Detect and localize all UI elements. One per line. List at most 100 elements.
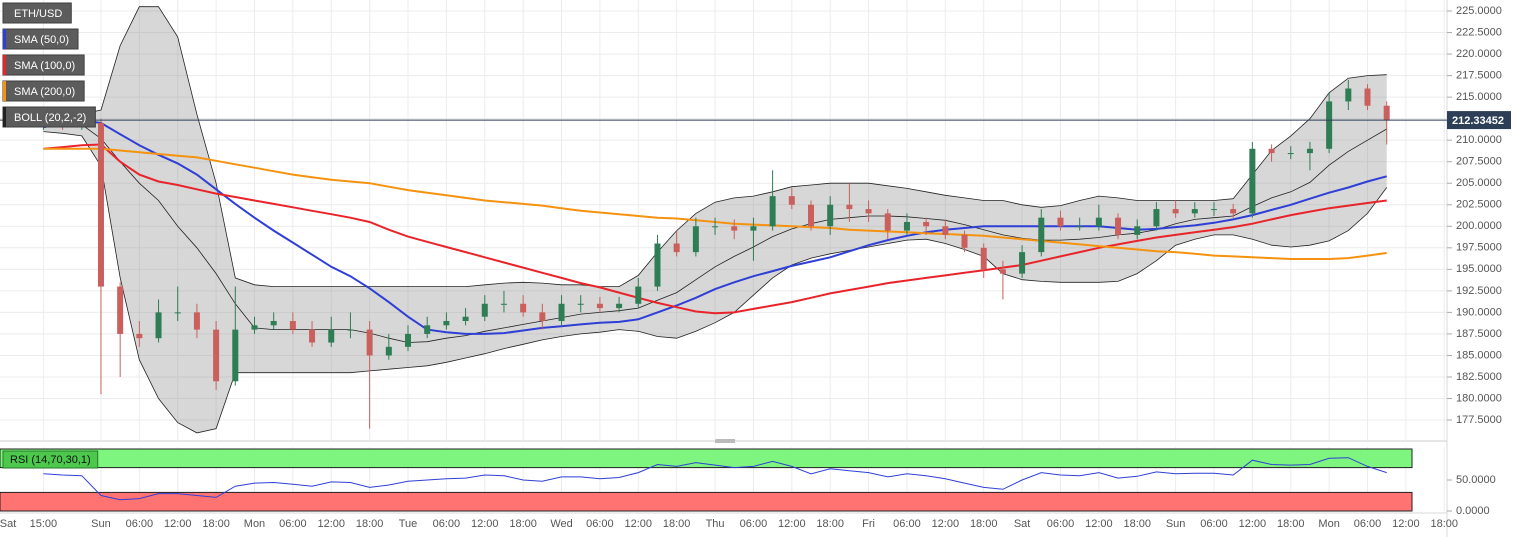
candle-body xyxy=(846,204,853,210)
candle-body xyxy=(673,243,680,253)
candle-body xyxy=(1364,88,1371,106)
candle-body xyxy=(1076,226,1083,228)
candle-body xyxy=(1383,105,1390,121)
candle-body xyxy=(481,303,488,317)
x-tick-label: 06:00 xyxy=(1354,518,1382,530)
candle-body xyxy=(1019,252,1026,274)
overbought-band xyxy=(0,448,1413,469)
x-tick-label: 12:00 xyxy=(625,518,653,530)
x-tick-label: 18:00 xyxy=(202,518,230,530)
legend-label: BOLL (20,2,-2) xyxy=(14,112,86,124)
candle-body xyxy=(1345,88,1352,102)
candle-body xyxy=(884,213,891,231)
candle-body xyxy=(903,221,910,231)
legend-swatch xyxy=(3,107,6,127)
candle-body xyxy=(692,226,699,253)
candle-body xyxy=(309,329,316,343)
legend-swatch xyxy=(3,81,6,101)
candle-body xyxy=(865,209,872,214)
y-tick-label: 180.0000 xyxy=(1456,392,1502,404)
candle-body xyxy=(999,269,1006,274)
candle-body xyxy=(808,204,814,227)
legend-label: SMA (50,0) xyxy=(14,34,69,46)
rsi-line xyxy=(43,457,1387,501)
candle-body xyxy=(1210,209,1217,211)
y-tick-label: 225.0000 xyxy=(1456,5,1502,17)
x-tick-label: 12:00 xyxy=(164,518,192,530)
legend-label: SMA (100,0) xyxy=(14,60,75,72)
candle-body xyxy=(788,196,795,205)
x-tick-label: Sun xyxy=(91,518,111,530)
x-tick-label: 18:00 xyxy=(663,518,691,530)
x-tick-label: 12:00 xyxy=(1085,518,1113,530)
x-tick-label: Sun xyxy=(1166,518,1186,530)
y-tick-label: 192.5000 xyxy=(1456,285,1502,297)
y-tick-label: 185.0000 xyxy=(1456,349,1502,361)
x-tick-label: 06:00 xyxy=(893,518,921,530)
candle-body xyxy=(385,346,392,356)
candle-body xyxy=(923,221,930,227)
x-tick-label: 18:00 xyxy=(1123,518,1151,530)
pane-handle[interactable] xyxy=(715,439,735,443)
x-tick-label: 06:00 xyxy=(1200,518,1228,530)
y-tick-label: 0.0000 xyxy=(1456,505,1490,517)
candle-body xyxy=(1172,209,1179,214)
candle-body xyxy=(155,312,162,339)
x-tick-label: 18:00 xyxy=(816,518,844,530)
candle-body xyxy=(232,329,239,382)
y-tick-label: 207.5000 xyxy=(1456,156,1502,168)
x-tick-label: 12:00 xyxy=(1239,518,1267,530)
legend-box[interactable] xyxy=(2,2,72,24)
x-tick-label: 18:00 xyxy=(509,518,537,530)
x-tick-label: 06:00 xyxy=(126,518,154,530)
y-tick-label: 222.5000 xyxy=(1456,26,1502,38)
x-tick-label: 15:00 xyxy=(30,518,58,530)
candle-body xyxy=(596,303,603,309)
x-tick-label: 06:00 xyxy=(586,518,614,530)
candle-body xyxy=(1134,226,1141,235)
indicator-legend-box xyxy=(2,450,99,469)
x-tick-label: 06:00 xyxy=(433,518,461,530)
x-tick-label: 18:00 xyxy=(970,518,998,530)
y-tick-label: 182.5000 xyxy=(1456,371,1502,383)
x-tick-label: 18:00 xyxy=(1277,518,1305,530)
x-tick-label: Sat xyxy=(1014,518,1031,530)
candle-body xyxy=(520,303,527,313)
x-tick-label: 18:00 xyxy=(356,518,384,530)
candle-body xyxy=(289,321,296,330)
y-tick-label: 215.0000 xyxy=(1456,91,1502,103)
candle-body xyxy=(405,333,412,347)
x-tick-label: Mon xyxy=(244,518,265,530)
candle-body xyxy=(1306,148,1313,154)
candle-body xyxy=(213,329,220,382)
x-tick-label: 12:00 xyxy=(778,518,806,530)
y-tick-label: 190.0000 xyxy=(1456,306,1502,318)
candle-body xyxy=(539,312,546,322)
x-tick-label: 12:00 xyxy=(317,518,345,530)
candle-body xyxy=(1057,217,1064,227)
candle-body xyxy=(1326,101,1333,149)
x-tick-label: 12:00 xyxy=(932,518,960,530)
x-tick-label: Fri xyxy=(862,518,875,530)
candle-body xyxy=(750,226,757,231)
x-tick-label: 12:00 xyxy=(1392,518,1420,530)
candle-body xyxy=(1153,209,1160,227)
candle-body xyxy=(1038,217,1045,253)
candle-body xyxy=(1115,217,1122,235)
candle-body xyxy=(347,329,354,331)
oversold-band xyxy=(0,491,1413,512)
candle-body xyxy=(1230,209,1237,214)
candle-body xyxy=(328,329,335,343)
candle-body xyxy=(366,329,373,356)
candle-body xyxy=(961,234,968,248)
candle-body xyxy=(731,226,738,231)
candle-body xyxy=(1268,148,1275,154)
candle-body xyxy=(174,312,181,314)
x-tick-label: 06:00 xyxy=(279,518,307,530)
x-tick-label: Thu xyxy=(706,518,725,530)
x-tick-label: 12:00 xyxy=(471,518,499,530)
x-tick-label: Mon xyxy=(1318,518,1339,530)
y-tick-label: 187.5000 xyxy=(1456,328,1502,340)
y-tick-label: 177.5000 xyxy=(1456,414,1502,426)
